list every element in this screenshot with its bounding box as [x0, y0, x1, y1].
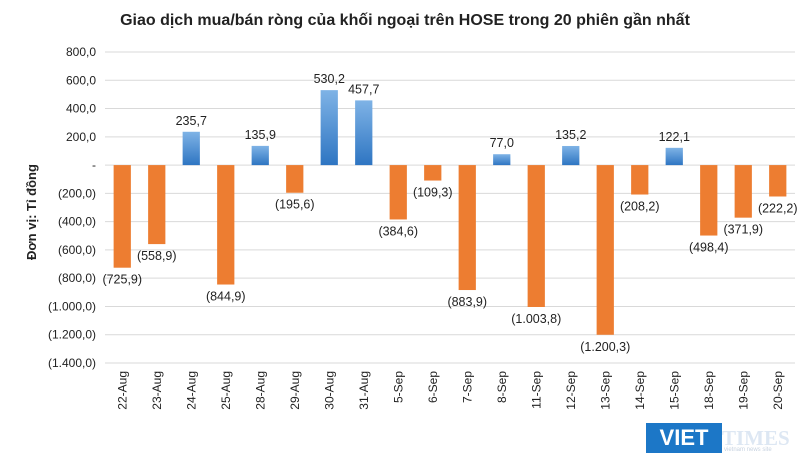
data-label: (371,9): [723, 223, 763, 237]
data-label: 235,7: [176, 114, 207, 128]
data-label: (558,9): [137, 249, 177, 263]
bar: [355, 100, 373, 166]
y-tick-label: (400,0): [58, 215, 96, 229]
bar: [389, 165, 407, 220]
data-label: (1.200,3): [580, 340, 630, 354]
bar: [424, 165, 442, 181]
y-tick-label: (800,0): [58, 271, 96, 285]
x-tick-label: 14-Sep: [633, 371, 647, 410]
x-tick-label: 7-Sep: [460, 371, 474, 403]
x-tick-label: 25-Aug: [219, 371, 233, 410]
x-tick-label: 24-Aug: [184, 371, 198, 410]
chart-title: Giao dịch mua/bán ròng của khối ngoại tr…: [120, 12, 691, 29]
data-label: (222,2): [758, 202, 798, 216]
y-tick-label: 400,0: [66, 102, 96, 116]
y-tick-label: (1.200,0): [48, 328, 96, 342]
data-label: (109,3): [413, 186, 453, 200]
bar: [700, 165, 718, 236]
x-tick-label: 23-Aug: [150, 371, 164, 410]
x-tick-label: 18-Sep: [702, 371, 716, 410]
x-tick-label: 12-Sep: [564, 371, 578, 410]
viettimes-logo: VIET TIMES vietnam news site: [640, 423, 810, 453]
bar: [217, 165, 235, 285]
data-label: (725,9): [102, 273, 142, 287]
bar: [596, 165, 614, 335]
logo-sub: vietnam news site: [724, 447, 772, 453]
bar: [113, 165, 131, 268]
data-label: (208,2): [620, 200, 660, 214]
x-tick-label: 19-Sep: [736, 371, 750, 410]
data-label: (883,9): [447, 295, 487, 309]
data-label: 135,9: [245, 128, 276, 142]
bar: [148, 165, 166, 245]
data-label: (384,6): [378, 224, 418, 238]
bar: [631, 165, 649, 195]
data-label: (844,9): [206, 290, 246, 304]
x-tick-label: 28-Aug: [253, 371, 267, 410]
x-tick-label: 29-Aug: [288, 371, 302, 410]
y-tick-label: (600,0): [58, 243, 96, 257]
data-label: (498,4): [689, 241, 729, 255]
bar: [665, 147, 683, 166]
bar: [251, 145, 269, 166]
x-tick-label: 5-Sep: [391, 371, 405, 403]
x-tick-label: 30-Aug: [322, 371, 336, 410]
bar: [562, 145, 580, 166]
x-tick-label: 6-Sep: [426, 371, 440, 403]
x-tick-label: 20-Sep: [771, 371, 785, 410]
x-tick-label: 13-Sep: [598, 371, 612, 410]
bar: [527, 165, 545, 307]
x-tick-label: 22-Aug: [115, 371, 129, 410]
data-label: 530,2: [314, 72, 345, 86]
data-label: (195,6): [275, 198, 315, 212]
data-label: 457,7: [348, 82, 379, 96]
x-tick-label: 11-Sep: [529, 371, 543, 409]
data-label: (1.003,8): [511, 312, 561, 326]
bar: [734, 165, 752, 218]
y-tick-label: 200,0: [66, 130, 96, 144]
y-tick-label: 600,0: [66, 73, 96, 87]
data-label: 135,2: [555, 128, 586, 142]
bar: [182, 131, 200, 166]
bar: [286, 165, 304, 193]
logo-times: TIMES: [722, 426, 790, 450]
bar: [493, 154, 511, 166]
y-tick-label: (200,0): [58, 186, 96, 200]
x-tick-label: 8-Sep: [495, 371, 509, 403]
logo-viet: VIET: [646, 423, 722, 453]
y-tick-label: (1.000,0): [48, 299, 96, 313]
bar: [458, 165, 476, 291]
y-tick-label: 800,0: [66, 45, 96, 59]
data-label: 122,1: [659, 130, 690, 144]
x-tick-label: 15-Sep: [667, 371, 681, 410]
bar: [320, 90, 338, 166]
bar: [769, 165, 787, 197]
y-axis-label: Đơn vị: Tỉ đồng: [24, 164, 39, 260]
data-label: 77,0: [490, 136, 514, 150]
x-tick-label: 31-Aug: [357, 371, 371, 410]
y-tick-label: -: [92, 158, 96, 172]
y-tick-label: (1.400,0): [48, 356, 96, 370]
